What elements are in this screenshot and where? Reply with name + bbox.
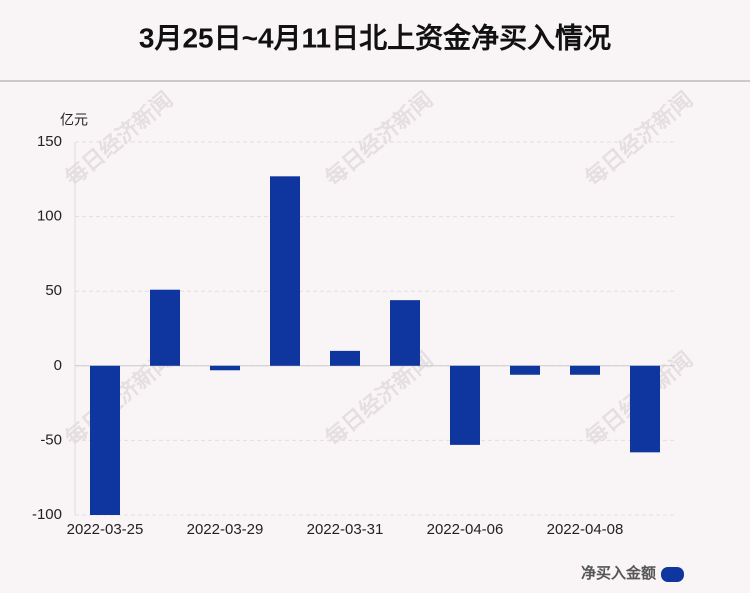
x-tick-label: 2022-03-25 (67, 521, 144, 538)
bar (90, 365, 120, 515)
bar (450, 365, 480, 445)
y-tick-label: 50 (45, 282, 62, 299)
bar (630, 365, 660, 453)
legend-swatch (661, 567, 684, 582)
chart-title: 3月25日~4月11日北上资金净买入情况 (139, 21, 611, 53)
legend-label: 净买入金额 (581, 564, 656, 582)
bar (390, 300, 420, 366)
bar (210, 365, 240, 371)
y-tick-label: -50 (40, 431, 62, 448)
bar (570, 365, 600, 375)
bar (150, 289, 180, 366)
y-tick-label: 0 (54, 357, 62, 374)
x-tick-label: 2022-03-29 (187, 521, 264, 538)
y-tick-label: 150 (37, 133, 62, 150)
y-unit: 亿元 (60, 112, 88, 128)
bar (270, 176, 300, 366)
y-tick-label: -100 (32, 506, 62, 523)
bar (510, 365, 540, 375)
bar (330, 350, 360, 366)
y-tick-label: 100 (37, 208, 62, 225)
x-tick-label: 2022-04-06 (427, 521, 504, 538)
x-tick-label: 2022-03-31 (307, 521, 384, 538)
x-tick-label: 2022-04-08 (547, 521, 624, 538)
